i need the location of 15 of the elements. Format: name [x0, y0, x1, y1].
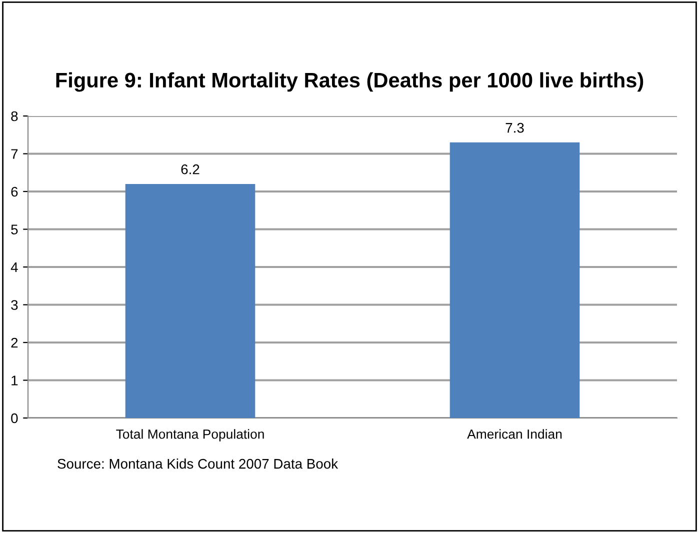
x-tick-label: American Indian — [467, 429, 562, 439]
x-tick-label: Total Montana Population — [116, 429, 264, 442]
y-tick-label: 1 — [12, 376, 18, 386]
y-tick-label: 5 — [11, 224, 18, 234]
y-tick-label: 0 — [11, 413, 18, 424]
y-tick-label: 8 — [11, 111, 18, 122]
source-note: Source: Montana Kids Count 2007 Data Book — [58, 458, 338, 469]
y-tick-label: 2 — [11, 338, 18, 348]
y-tick-label: 7 — [11, 149, 18, 159]
y-tick-label: 3 — [11, 300, 18, 310]
y-tick-label: 4 — [10, 262, 18, 272]
data-label: 6.2 — [181, 164, 200, 174]
data-label: 7.3 — [506, 122, 524, 133]
y-tick-label: 6 — [11, 186, 18, 197]
chart-title: Figure 9: Infant Mortality Rates (Deaths per 1000 live births) — [56, 72, 644, 92]
